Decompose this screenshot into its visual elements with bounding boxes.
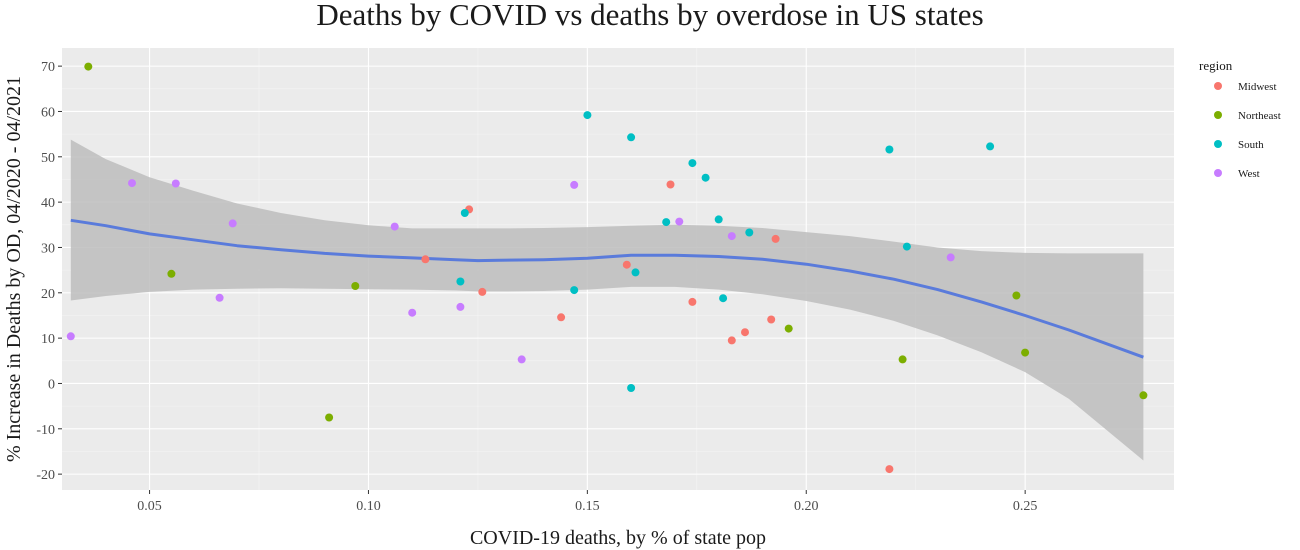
y-tick-label: 20: [41, 287, 55, 302]
data-point-south: [583, 111, 592, 120]
y-tick-label: 30: [41, 241, 55, 256]
data-point-west: [228, 219, 237, 228]
y-axis-ticks: -20 -10 0 10 20 30 40 50 60 70: [36, 60, 62, 483]
data-point-west: [390, 222, 399, 231]
data-point-northeast: [784, 324, 793, 333]
series-south: [456, 111, 995, 392]
data-point-northeast: [1021, 348, 1030, 357]
x-tick-label: 0.10: [356, 499, 381, 514]
data-point-northeast: [898, 355, 907, 364]
legend-label-west: West: [1238, 168, 1260, 180]
data-point-west: [408, 308, 417, 317]
y-tick-label: 0: [48, 377, 55, 392]
data-point-south: [745, 228, 754, 237]
smooth-trend-line: [70, 218, 1144, 359]
x-tick-label: 0.05: [137, 499, 162, 514]
data-point-midwest: [771, 234, 780, 243]
legend-label-northeast: Northeast: [1238, 110, 1281, 122]
data-point-south: [701, 173, 710, 182]
data-point-west: [128, 179, 136, 188]
data-point-midwest: [557, 313, 566, 322]
data-point-west: [727, 232, 736, 241]
data-point-northeast: [84, 62, 93, 71]
y-tick-label: 60: [41, 105, 55, 120]
data-point-midwest: [666, 180, 675, 189]
data-point-west: [675, 217, 684, 226]
data-point-west: [66, 332, 75, 341]
data-point-northeast: [1012, 291, 1021, 300]
data-point-midwest: [767, 315, 776, 324]
data-point-south: [456, 277, 465, 286]
legend-key-west: [1214, 169, 1222, 177]
data-point-west: [946, 253, 955, 262]
y-tick-label: 50: [41, 151, 55, 166]
data-point-midwest: [688, 297, 697, 306]
x-tick-label: 0.15: [575, 499, 600, 514]
legend-key-south: [1214, 140, 1222, 148]
data-point-midwest: [727, 336, 736, 345]
legend-title: region: [1199, 58, 1233, 73]
data-point-west: [215, 293, 224, 302]
data-point-northeast: [1139, 391, 1148, 400]
data-point-south: [714, 215, 723, 224]
x-tick-label: 0.20: [794, 499, 819, 514]
y-axis-title: % Increase in Deaths by OD, 04/2020 - 04…: [3, 76, 25, 462]
data-point-south: [631, 268, 640, 277]
data-point-midwest: [421, 255, 430, 264]
series-west: [66, 179, 955, 364]
data-point-northeast: [167, 269, 176, 278]
data-point-midwest: [741, 328, 749, 337]
x-tick-label: 0.25: [1013, 499, 1038, 514]
data-point-south: [662, 218, 671, 227]
data-point-west: [456, 302, 465, 311]
data-point-northeast: [325, 413, 334, 422]
data-point-south: [902, 242, 911, 251]
data-point-midwest: [622, 260, 631, 269]
legend: region Midwest Northeast South West: [1199, 58, 1281, 180]
data-point-northeast: [351, 282, 360, 290]
legend-label-midwest: Midwest: [1238, 81, 1277, 93]
data-point-south: [885, 145, 894, 154]
data-point-south: [627, 133, 636, 142]
x-axis-title: COVID-19 deaths, by % of state pop: [470, 527, 766, 549]
legend-label-south: South: [1238, 139, 1264, 151]
series-northeast: [84, 62, 1148, 422]
confidence-band: [70, 139, 1144, 461]
series-midwest: [421, 180, 894, 474]
y-tick-label: -10: [36, 423, 55, 438]
data-point-west: [570, 180, 579, 189]
y-tick-label: 40: [41, 196, 55, 211]
data-point-south: [570, 286, 579, 295]
data-point-midwest: [478, 287, 487, 296]
data-point-midwest: [885, 465, 894, 474]
y-tick-label: 10: [41, 332, 55, 347]
legend-key-midwest: [1214, 82, 1222, 90]
x-axis-ticks: 0.05 0.10 0.15 0.20 0.25: [137, 490, 1037, 514]
data-point-south: [688, 159, 697, 168]
data-point-south: [719, 294, 728, 303]
chart-title: Deaths by COVID vs deaths by overdose in…: [316, 0, 983, 32]
data-point-south: [460, 209, 469, 217]
y-tick-label: 70: [41, 60, 55, 75]
data-point-south: [627, 384, 636, 392]
legend-key-northeast: [1214, 111, 1222, 119]
data-point-south: [986, 142, 995, 151]
data-point-west: [171, 179, 180, 188]
confidence-band-layer: [70, 139, 1144, 461]
data-points: [66, 62, 1148, 474]
y-tick-label: -20: [36, 468, 55, 483]
data-point-west: [517, 355, 526, 364]
